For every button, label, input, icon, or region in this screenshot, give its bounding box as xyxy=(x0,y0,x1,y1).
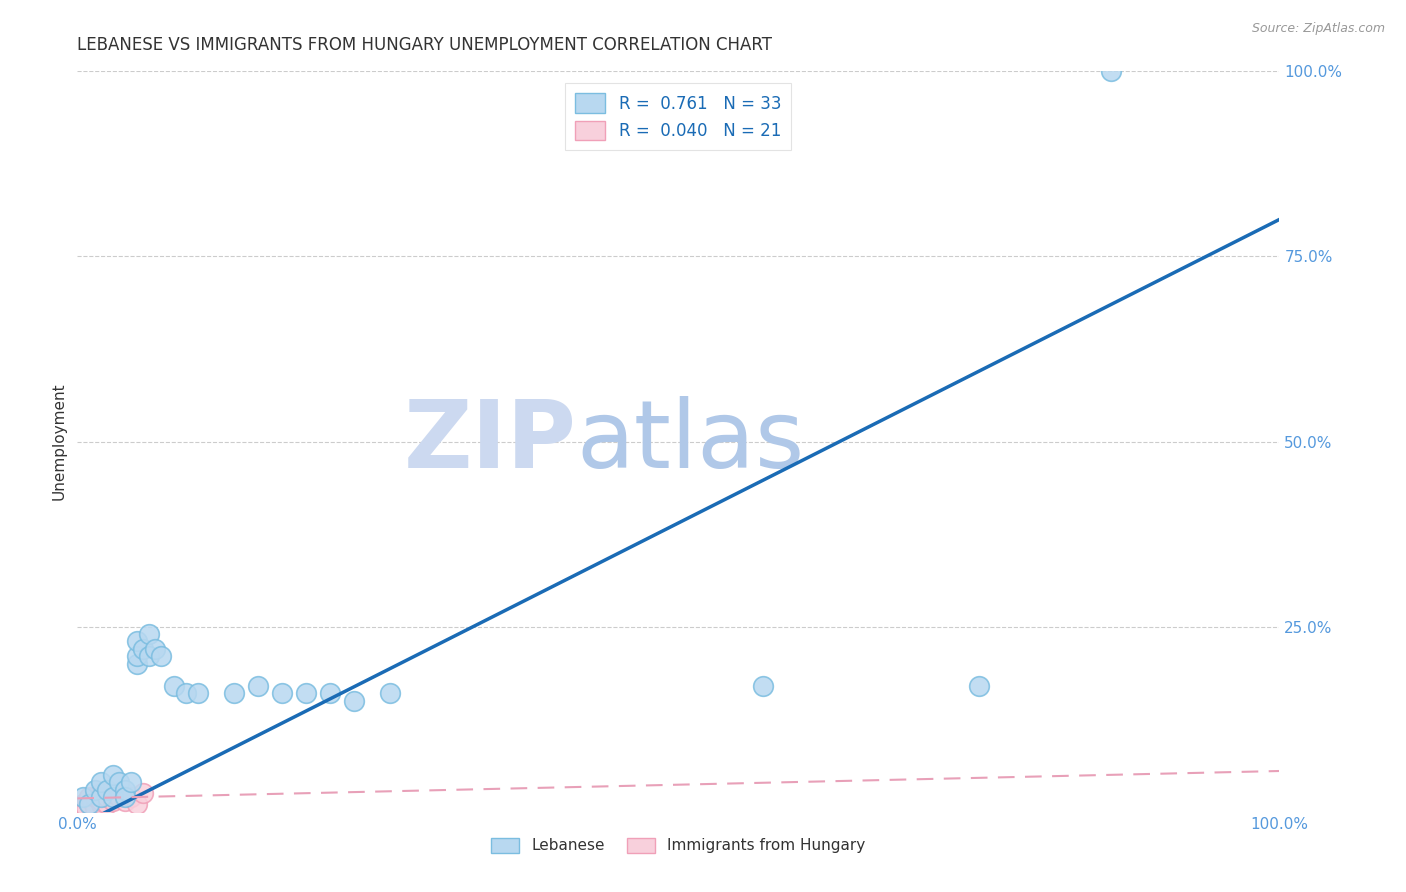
Point xyxy=(90,775,112,789)
Point xyxy=(103,786,125,800)
Point xyxy=(127,649,149,664)
Text: atlas: atlas xyxy=(576,395,804,488)
Point xyxy=(114,794,136,808)
Point xyxy=(127,797,149,812)
Point xyxy=(108,775,131,789)
Point xyxy=(90,789,112,804)
Point xyxy=(145,641,167,656)
Point xyxy=(103,794,125,808)
Point xyxy=(120,789,142,804)
Point xyxy=(114,782,136,797)
Point xyxy=(108,789,131,804)
Point xyxy=(378,686,401,700)
Point xyxy=(70,801,93,815)
Point xyxy=(96,789,118,804)
Text: Source: ZipAtlas.com: Source: ZipAtlas.com xyxy=(1251,22,1385,36)
Point xyxy=(84,801,107,815)
Point xyxy=(79,789,101,804)
Point xyxy=(72,789,94,804)
Point xyxy=(162,679,184,693)
Text: LEBANESE VS IMMIGRANTS FROM HUNGARY UNEMPLOYMENT CORRELATION CHART: LEBANESE VS IMMIGRANTS FROM HUNGARY UNEM… xyxy=(77,36,772,54)
Point xyxy=(751,679,773,693)
Point xyxy=(138,649,160,664)
Point xyxy=(127,634,149,648)
Point xyxy=(96,782,118,797)
Point xyxy=(80,794,103,808)
Point xyxy=(343,694,366,708)
Point xyxy=(174,686,197,700)
Point xyxy=(90,786,112,800)
Point xyxy=(132,786,155,800)
Point xyxy=(1099,64,1122,78)
Point xyxy=(84,782,107,797)
Point xyxy=(75,801,97,815)
Point xyxy=(294,686,316,700)
Point xyxy=(72,797,94,812)
Point xyxy=(222,686,245,700)
Text: ZIP: ZIP xyxy=(404,395,576,488)
Point xyxy=(84,789,107,804)
Point xyxy=(90,794,112,808)
Point xyxy=(967,679,990,693)
Point xyxy=(138,627,160,641)
Point xyxy=(96,797,118,812)
Point xyxy=(103,767,125,781)
Point xyxy=(127,657,149,671)
Legend: Lebanese, Immigrants from Hungary: Lebanese, Immigrants from Hungary xyxy=(485,831,872,860)
Y-axis label: Unemployment: Unemployment xyxy=(51,383,66,500)
Point xyxy=(120,775,142,789)
Point xyxy=(186,686,209,700)
Point xyxy=(114,789,136,804)
Point xyxy=(76,794,98,808)
Point xyxy=(103,789,125,804)
Point xyxy=(90,797,112,812)
Point xyxy=(319,686,342,700)
Point xyxy=(79,797,101,812)
Point xyxy=(132,641,155,656)
Point xyxy=(79,797,101,812)
Point xyxy=(270,686,292,700)
Point xyxy=(150,649,173,664)
Point xyxy=(246,679,269,693)
